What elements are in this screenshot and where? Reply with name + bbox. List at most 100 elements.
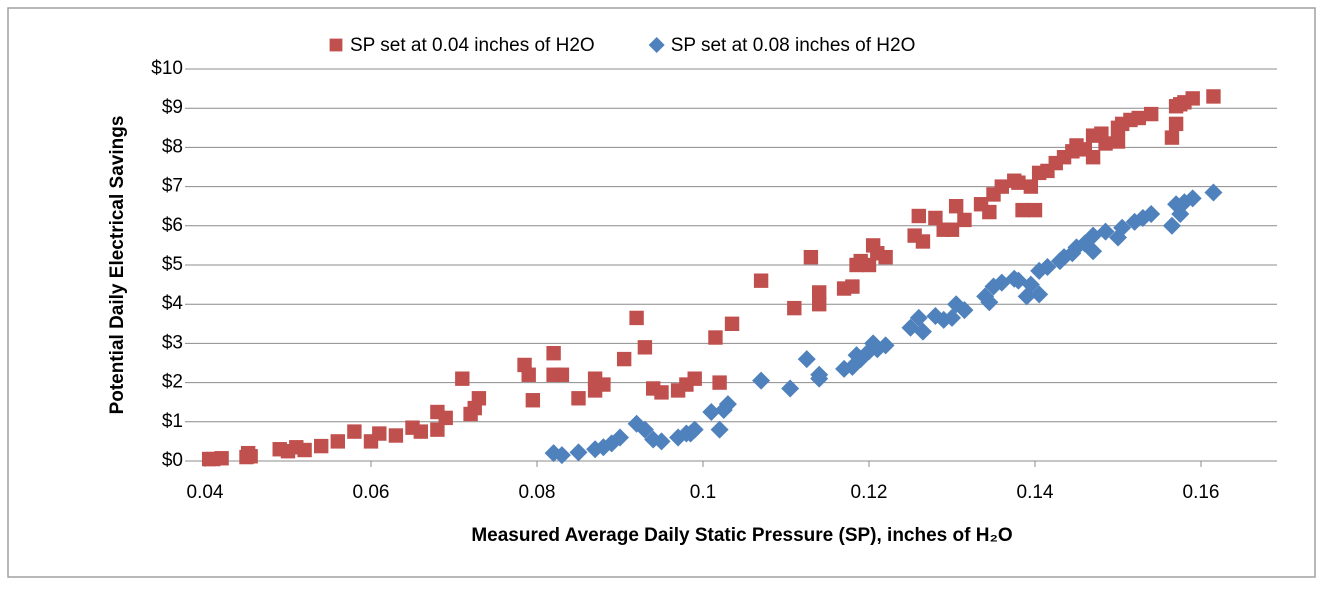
point [915, 234, 931, 249]
point [718, 395, 737, 414]
point [1021, 275, 1040, 294]
y-axis-title: Potential Daily Electrical Savings [107, 116, 128, 415]
point [687, 371, 702, 386]
point [878, 249, 893, 265]
x-tick-label: 0.04 [187, 482, 224, 503]
y-tick-label: $5 [162, 254, 183, 275]
point [388, 428, 404, 443]
legend-label: SP set at 0.08 inches of H2O [671, 35, 916, 56]
point [1023, 179, 1039, 194]
point [554, 367, 570, 382]
point [982, 204, 997, 220]
x-tick-label: 0.14 [1017, 482, 1054, 503]
point [616, 351, 632, 367]
point [943, 308, 961, 327]
point [569, 443, 588, 462]
point [1142, 205, 1161, 224]
point [994, 179, 1009, 194]
point [413, 424, 428, 439]
point [330, 434, 345, 449]
point [546, 346, 561, 361]
y-tick-label: $9 [162, 97, 183, 118]
x-tick-label: 0.16 [1183, 482, 1220, 503]
x-tick-label: 0.1 [690, 482, 716, 503]
point [635, 420, 654, 439]
point [810, 365, 829, 384]
point [552, 446, 571, 465]
point [1206, 89, 1221, 104]
point [430, 422, 445, 437]
point [652, 432, 671, 451]
legend-label: SP set at 0.04 inches of H2O [350, 35, 595, 56]
point [1110, 134, 1126, 149]
point [909, 308, 928, 327]
point [724, 316, 740, 331]
point [812, 297, 827, 312]
point [1015, 202, 1030, 218]
point [787, 300, 802, 316]
point [1027, 202, 1043, 218]
point [1113, 218, 1132, 237]
point [708, 330, 723, 345]
point [752, 371, 771, 390]
point [521, 367, 536, 382]
point [525, 393, 541, 408]
point [1085, 150, 1101, 165]
point [471, 391, 487, 406]
y-tick-label: $10 [151, 58, 183, 79]
point [438, 410, 453, 426]
chart-border [7, 7, 1316, 578]
x-tick-label: 0.08 [519, 482, 556, 503]
point [876, 336, 895, 355]
point [781, 379, 800, 398]
point [347, 424, 362, 439]
point [654, 385, 669, 400]
point [1185, 91, 1200, 106]
y-tick-label: $2 [162, 372, 183, 393]
point [710, 420, 729, 439]
point [1038, 257, 1057, 276]
x-axis-title: Measured Average Daily Static Pressure (… [471, 525, 1012, 546]
point [1162, 216, 1181, 235]
legend-marker [648, 37, 665, 53]
point [1183, 189, 1202, 208]
point [1131, 110, 1146, 126]
point [753, 273, 769, 288]
point [1204, 183, 1223, 202]
y-tick-label: $3 [162, 332, 183, 353]
y-tick-label: $0 [162, 450, 183, 471]
point [1098, 136, 1113, 151]
point [928, 210, 943, 226]
point [611, 428, 629, 447]
point [812, 285, 827, 300]
point [944, 222, 960, 237]
point [797, 350, 816, 369]
point [214, 451, 229, 466]
point [637, 340, 653, 355]
point [1168, 116, 1184, 132]
y-tick-label: $1 [162, 411, 183, 432]
point [1030, 285, 1049, 304]
point [913, 322, 932, 341]
point [957, 212, 972, 228]
point [571, 391, 586, 406]
point [861, 257, 877, 273]
y-tick-label: $6 [162, 215, 183, 236]
point [803, 249, 819, 265]
point [948, 199, 964, 214]
point [955, 301, 974, 320]
point [1144, 106, 1159, 122]
y-tick-label: $7 [162, 176, 183, 197]
point [1084, 242, 1103, 261]
point [596, 377, 611, 392]
point [712, 375, 727, 390]
y-tick-label: $8 [162, 136, 183, 157]
point [1011, 175, 1026, 190]
point [243, 449, 258, 464]
point [455, 371, 470, 386]
point [629, 310, 644, 326]
point [1164, 130, 1180, 145]
point [372, 426, 387, 441]
